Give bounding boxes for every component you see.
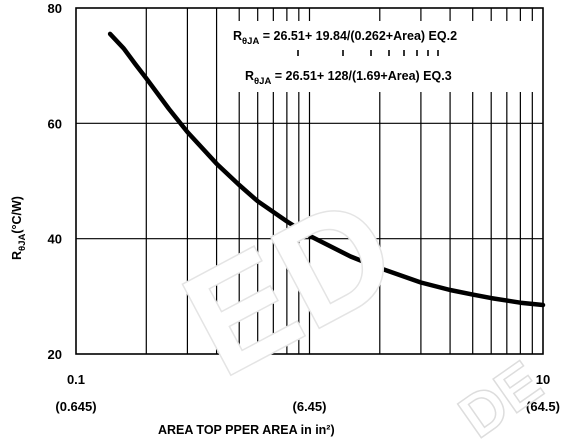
plot-frame	[75, 7, 544, 355]
watermark: ED DE	[157, 161, 554, 440]
x-axis-label: AREA TOP PPER AREA in in²)	[158, 423, 335, 437]
x-tick-sublabel: (0.645)	[55, 399, 96, 414]
y-tick-label: 40	[48, 232, 62, 247]
y-axis-label: RθJA(°C/W)	[10, 196, 28, 260]
equation-background	[230, 21, 538, 92]
equation-box: RθJA = 26.51+ 19.84/(0.262+Area) EQ.2 Rθ…	[230, 21, 538, 92]
y-axis-label-r: R	[10, 251, 24, 260]
x-tick-sublabel: (6.45)	[293, 399, 327, 414]
equation-3-text: = 26.51+ 128/(1.69+Area) EQ.3	[271, 69, 451, 83]
curve-layer	[107, 31, 546, 308]
y-axis-label-subscript: θJA	[17, 234, 28, 251]
equation-2-subscript: θJA	[242, 36, 259, 47]
y-axis-label-unit: (°C/W)	[10, 196, 24, 234]
equation-3: RθJA = 26.51+ 128/(1.69+Area) EQ.3	[245, 69, 452, 87]
equation-2-text: = 26.51+ 19.84/(0.262+Area) EQ.2	[259, 29, 457, 43]
tick-labels: 20 40 60 80 0.1 (0.645) (6.45) 10 (64.5)	[48, 1, 560, 414]
watermark-text-2: DE	[447, 348, 554, 440]
y-tick-label: 80	[48, 1, 62, 16]
watermark-text: ED	[158, 162, 421, 408]
equation-2: RθJA = 26.51+ 19.84/(0.262+Area) EQ.2	[233, 29, 457, 47]
x-tick-label: 10	[536, 372, 550, 387]
x-tick-sublabel: (64.5)	[526, 399, 560, 414]
y-tick-label: 60	[48, 116, 62, 131]
equation-3-r: R	[245, 69, 254, 83]
series-line	[107, 31, 546, 308]
y-tick-label: 20	[48, 347, 62, 362]
x-tick-label: 0.1	[67, 372, 85, 387]
equation-3-subscript: θJA	[254, 76, 271, 87]
equation-2-r: R	[233, 29, 242, 43]
